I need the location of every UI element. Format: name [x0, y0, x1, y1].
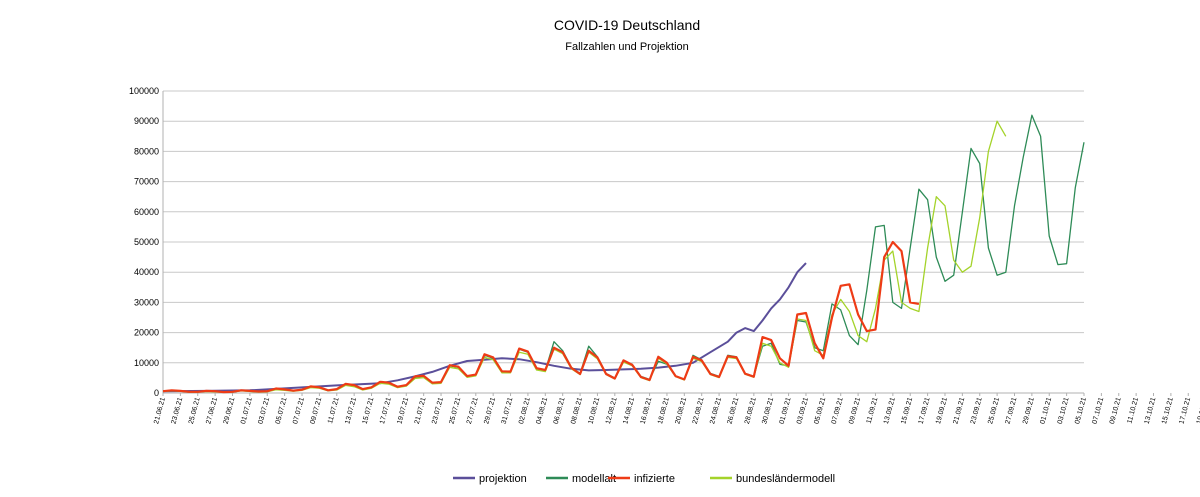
series-line-projektion — [162, 262, 807, 393]
y-tick-label: 20000 — [134, 328, 159, 338]
x-tick-label: 29.07.21 — [483, 397, 497, 425]
x-tick-label: 08.08.21 — [570, 397, 584, 425]
x-tick-label: 02.08.21 — [518, 397, 532, 425]
legend-label-projektion: projektion — [479, 473, 527, 485]
x-tick-label: 19.09.21 — [935, 397, 949, 425]
x-tick-label: 03.09.21 — [796, 397, 810, 425]
x-tick-label: 21.07.21 — [414, 397, 428, 425]
chart-subtitle: Fallzahlen und Projektion — [565, 41, 689, 53]
x-tick-label: 03.10.21 — [1057, 397, 1071, 425]
y-tick-label: 70000 — [134, 177, 159, 187]
y-axis: 0 10000 20000 30000 40000 50000 60000 70000 8000… — [129, 86, 159, 398]
x-tick-label: 11.07.21 — [327, 397, 341, 425]
x-tick-label: 13.09.21 — [883, 397, 897, 425]
grid — [162, 90, 1084, 394]
x-tick-label: 19.07.21 — [396, 397, 410, 425]
y-tick-label: 10000 — [134, 358, 159, 368]
y-tick-label: 90000 — [134, 116, 159, 126]
x-tick-label: 25.07.21 — [449, 397, 463, 425]
x-tick-label: 29.09.21 — [1022, 397, 1036, 425]
x-tick-label: 27.06.21 — [205, 397, 219, 425]
y-tick-label: 100000 — [129, 86, 159, 96]
x-tick-label: 23.06.21 — [170, 397, 184, 425]
x-tick-label: 28.08.21 — [744, 397, 758, 425]
x-tick-label: 06.08.21 — [553, 397, 567, 425]
x-tick-label: 29.06.21 — [223, 397, 237, 425]
y-tick-label: 30000 — [134, 297, 159, 307]
x-tick-label: 17.07.21 — [379, 397, 393, 425]
x-tick-label: 15.07.21 — [362, 397, 376, 425]
x-tick-label: 12.08.21 — [605, 397, 619, 425]
x-tick-label: 05.10.21 — [1074, 397, 1088, 425]
x-tick-label: 09.09.21 — [848, 397, 862, 425]
x-tick-label: 17.09.21 — [918, 397, 932, 425]
x-tick-label: 07.07.21 — [292, 397, 306, 425]
x-tick-label: 09.10.21 — [1109, 397, 1123, 425]
x-tick-label: 15.10.21 — [1161, 397, 1175, 425]
x-tick-label: 31.07.21 — [501, 397, 515, 425]
x-axis: 21.06.21 23.06.21 25.06.21 27.06.21 29.06.21… — [153, 393, 1200, 425]
y-tick-label: 80000 — [134, 146, 159, 156]
x-tick-label: 17.10.21 — [1178, 397, 1192, 425]
y-tick-label: 40000 — [134, 267, 159, 277]
x-tick-label: 11.10.21 — [1126, 397, 1140, 425]
x-tick-label: 05.07.21 — [275, 397, 289, 425]
x-tick-label: 25.09.21 — [987, 397, 1001, 425]
x-tick-label: 27.09.21 — [1005, 397, 1019, 425]
x-tick-label: 13.10.21 — [1144, 397, 1158, 425]
x-tick-label: 07.09.21 — [831, 397, 845, 425]
legend-label-infizierte: infizierte — [634, 473, 675, 485]
x-tick-label: 09.07.21 — [310, 397, 324, 425]
x-tick-label: 21.06.21 — [153, 397, 167, 425]
x-tick-label: 27.07.21 — [466, 397, 480, 425]
x-tick-label: 20.08.21 — [674, 397, 688, 425]
legend-label-bundesländermodell: bundesländermodell — [736, 473, 835, 485]
x-tick-label: 16.08.21 — [640, 397, 654, 425]
chart-title: COVID-19 Deutschland — [554, 17, 700, 33]
x-tick-label: 14.08.21 — [622, 397, 636, 425]
x-tick-label: 21.09.21 — [952, 397, 966, 425]
series-line-infizierte — [162, 240, 920, 394]
series-line-modellalt — [162, 114, 1085, 394]
x-tick-label: 01.07.21 — [240, 397, 254, 425]
x-tick-label: 25.06.21 — [188, 397, 202, 425]
legend: projektion modellalt infizierte bundeslände… — [453, 473, 835, 485]
x-tick-label: 22.08.21 — [692, 397, 706, 425]
x-tick-label: 04.08.21 — [535, 397, 549, 425]
x-tick-label: 26.08.21 — [727, 397, 741, 425]
x-tick-label: 23.07.21 — [431, 397, 445, 425]
y-tick-label: 60000 — [134, 207, 159, 217]
series-line-bundesländermodell — [162, 120, 1007, 394]
x-tick-label: 18.08.21 — [657, 397, 671, 425]
x-tick-label: 23.09.21 — [970, 397, 984, 425]
x-tick-label: 13.07.21 — [344, 397, 358, 425]
x-tick-label: 30.08.21 — [761, 397, 775, 425]
x-tick-label: 15.09.21 — [900, 397, 914, 425]
y-tick-label: 0 — [154, 388, 159, 398]
x-tick-label: 05.09.21 — [813, 397, 827, 425]
plot-area — [162, 114, 1085, 394]
x-tick-label: 01.09.21 — [779, 397, 793, 425]
x-tick-label: 03.07.21 — [257, 397, 271, 425]
y-tick-label: 50000 — [134, 237, 159, 247]
x-tick-label: 24.08.21 — [709, 397, 723, 425]
x-tick-label: 11.09.21 — [866, 397, 880, 425]
x-tick-label: 01.10.21 — [1039, 397, 1053, 425]
x-tick-label: 10.08.21 — [588, 397, 602, 425]
legend-label-modellalt: modellalt — [572, 473, 616, 485]
x-tick-label: 07.10.21 — [1091, 397, 1105, 425]
x-tick-label: 19.10.21 — [1196, 397, 1200, 425]
